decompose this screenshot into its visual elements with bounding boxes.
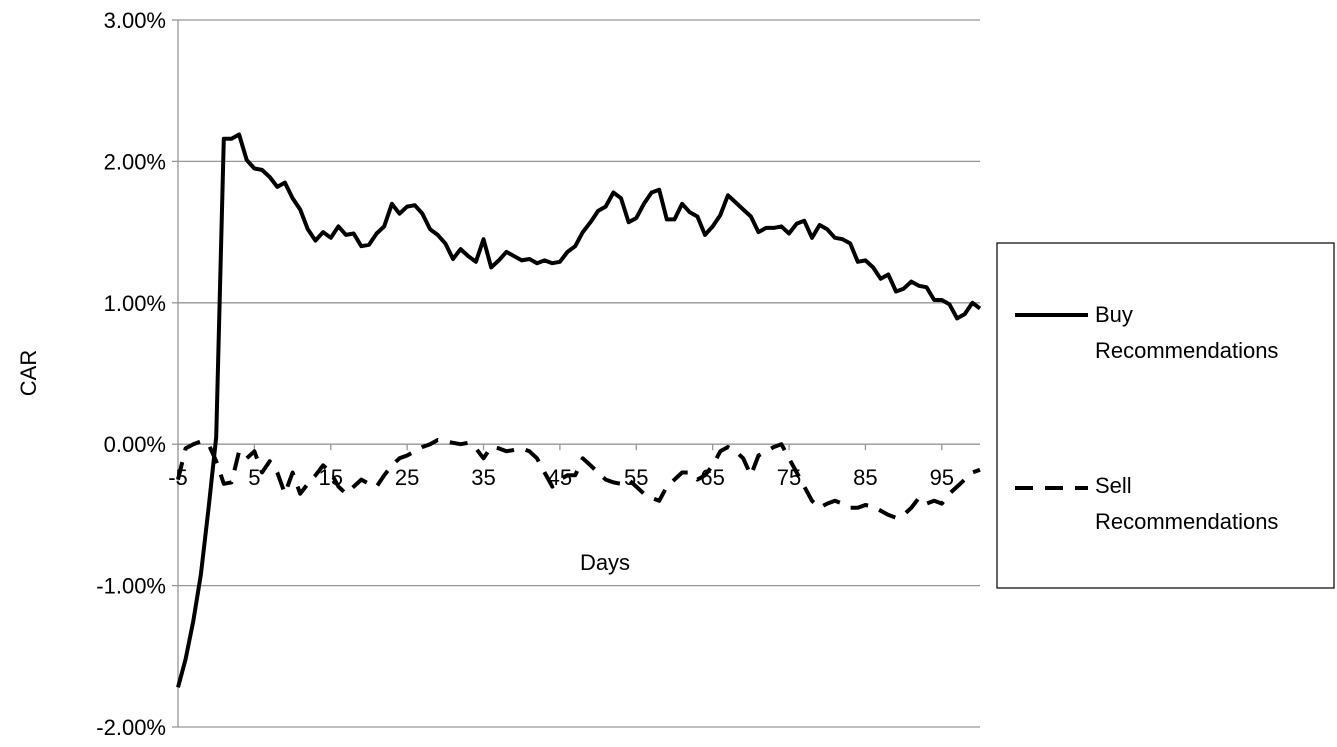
legend-label-sell-line2: Recommendations	[1095, 509, 1278, 534]
y-tick-label-3: 1.00%	[104, 291, 166, 316]
x-tick-label-1: 5	[248, 465, 260, 490]
tick-labels: -2.00% -1.00% 0.00% 1.00% 2.00% 3.00% -5 5 15 25 3…	[96, 8, 954, 740]
series-line-buy	[176, 132, 982, 688]
gridlines	[178, 19, 980, 728]
y-tick-label-4: 2.00%	[104, 149, 166, 174]
legend-label-buy-line1: Buy	[1095, 302, 1133, 327]
x-tick-label-5: 45	[548, 465, 572, 490]
x-tick-label-6: 55	[624, 465, 648, 490]
x-tick-label-8: 75	[777, 465, 801, 490]
x-tick-label-0: -5	[168, 465, 188, 490]
x-tick-label-10: 95	[930, 465, 954, 490]
y-tick-label-2: 0.00%	[104, 432, 166, 457]
legend-label-sell-line1: Sell	[1095, 473, 1132, 498]
legend: Buy Recommendations Sell Recommendations	[996, 242, 1335, 589]
legend-box	[996, 242, 1335, 589]
x-tick-label-7: 65	[700, 465, 724, 490]
y-tick-label-5: 3.00%	[104, 8, 166, 33]
x-tick-label-3: 25	[395, 465, 419, 490]
x-tick-label-9: 85	[853, 465, 877, 490]
x-tick-label-4: 35	[471, 465, 495, 490]
y-tick-label-1: -1.00%	[96, 574, 166, 599]
axes	[172, 19, 980, 728]
x-tick-label-2: 15	[319, 465, 343, 490]
legend-label-buy-line2: Recommendations	[1095, 338, 1278, 363]
y-tick-label-0: -2.00%	[96, 715, 166, 740]
x-axis-title: Days	[580, 550, 630, 575]
series	[176, 132, 982, 688]
y-axis-title: CAR	[16, 350, 41, 396]
